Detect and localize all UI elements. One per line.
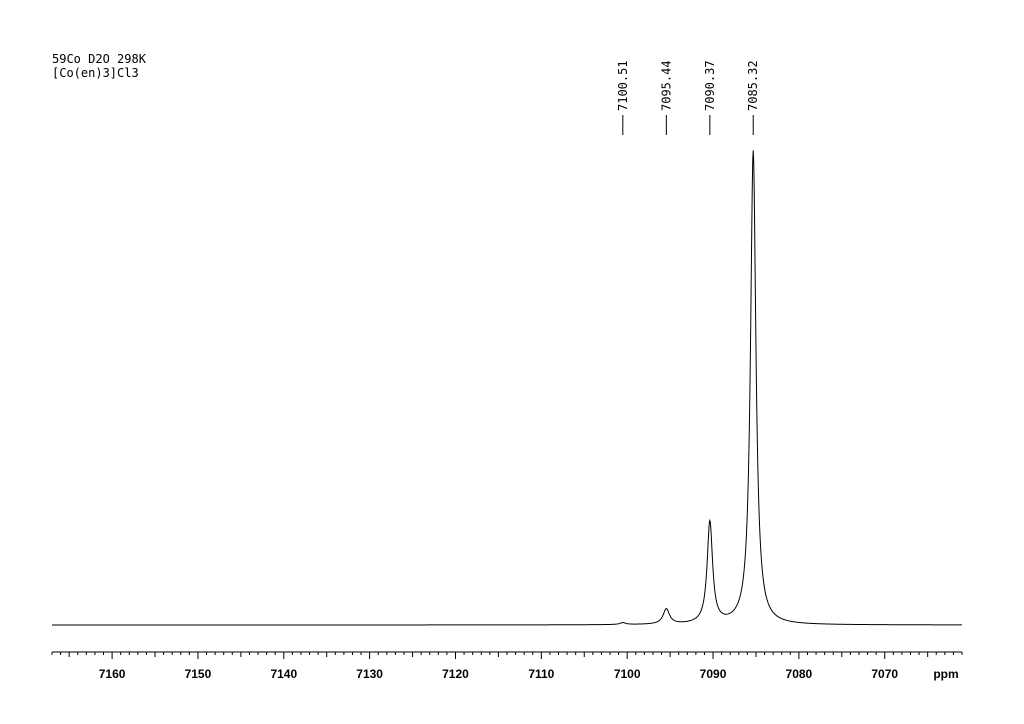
- tick-label: 7160: [99, 667, 126, 681]
- x-axis-ticks: [51, 652, 963, 659]
- tick-label: 7150: [185, 667, 212, 681]
- peak-label: 7095.44: [659, 60, 673, 111]
- tick-label: 7090: [700, 667, 727, 681]
- spectrum-line: [52, 150, 962, 626]
- tick-label: 7080: [786, 667, 813, 681]
- tick-label: 7130: [356, 667, 383, 681]
- tick-label: 7070: [871, 667, 898, 681]
- tick-label: 7120: [442, 667, 469, 681]
- peak-labels: 7100.51 7095.44 7090.37 7085.32: [616, 60, 760, 135]
- peak-label: 7100.51: [616, 60, 630, 111]
- tick-label: 7140: [270, 667, 297, 681]
- peak-label: 7090.37: [703, 60, 717, 111]
- tick-label: 7110: [528, 667, 554, 681]
- x-axis-label: ppm: [933, 667, 958, 681]
- experiment-info: 59Co D2O 298K: [52, 52, 147, 66]
- peak-label: 7085.32: [746, 60, 760, 111]
- compound-name: [Co(en)3]Cl3: [52, 66, 139, 80]
- x-axis-tick-labels: 7160 7150 7140 7130 7120 7110 7100 7090 7080 7070: [99, 667, 899, 681]
- tick-label: 7100: [614, 667, 641, 681]
- x-axis: 7160 7150 7140 7130 7120 7110 7100 7090 7080 7070…: [51, 651, 963, 681]
